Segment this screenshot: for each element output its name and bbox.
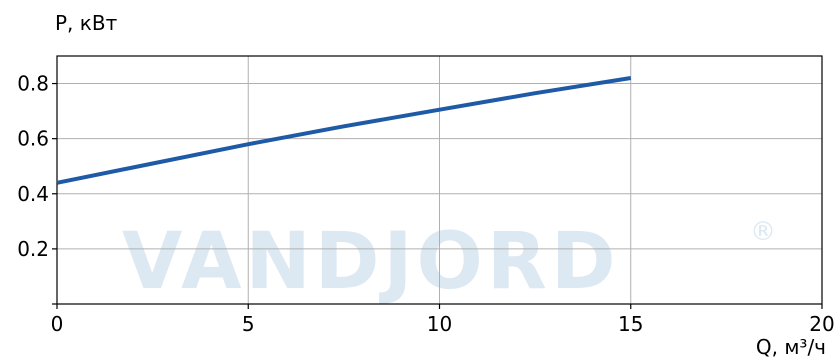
x-tick-label: 10 (427, 312, 452, 336)
series-line-0 (56, 76, 632, 185)
x-tick-label: 0 (51, 312, 64, 336)
y-tick-label: 0.4 (17, 182, 49, 206)
y-tick-label: 0.6 (17, 127, 49, 151)
series-layer (56, 76, 632, 185)
x-tick-labels: 0 5 10 15 20 (51, 312, 835, 336)
watermark: VANDJORD ® (122, 217, 776, 307)
y-tick-labels: 0.2 0.4 0.6 0.8 (17, 72, 49, 261)
axes (52, 55, 823, 309)
watermark-registered-mark: ® (750, 217, 776, 247)
y-axis-label: P, кВт (55, 11, 118, 35)
x-tick-label: 20 (809, 312, 834, 336)
y-tick-label: 0.8 (17, 72, 49, 96)
x-tick-label: 15 (618, 312, 643, 336)
x-axis-label: Q, м³/ч (756, 335, 826, 359)
grid (57, 56, 822, 304)
y-tick-label: 0.2 (17, 237, 49, 261)
watermark-logo-text: VANDJORD (122, 217, 620, 307)
x-tick-label: 5 (242, 312, 255, 336)
